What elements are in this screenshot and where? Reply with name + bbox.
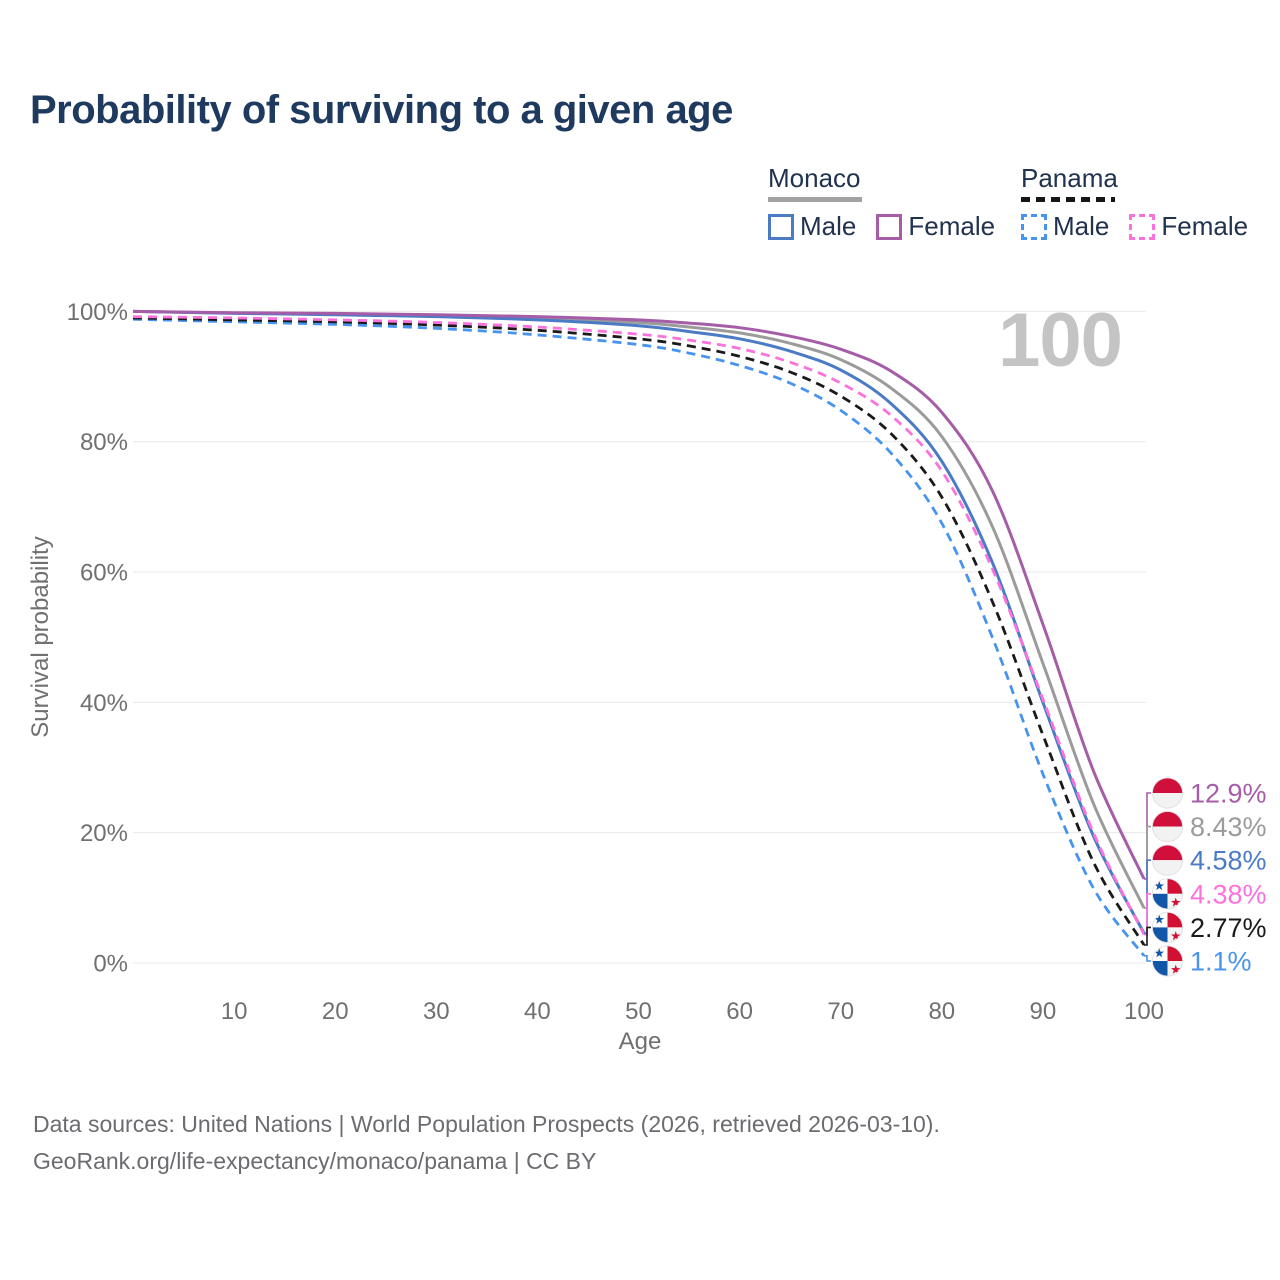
panama-flag-icon (1151, 877, 1184, 910)
end-label-monaco-total[interactable]: 8.43% (1151, 810, 1267, 843)
curve-monaco-male[interactable] (132, 309, 1146, 934)
x-tick-label: 40 (524, 998, 551, 1025)
monaco-flag-icon (1151, 777, 1184, 810)
x-tick-label: 10 (221, 998, 248, 1025)
end-label-panama-male[interactable]: 1.1% (1151, 945, 1252, 978)
monaco-female-checkbox-icon[interactable] (876, 213, 903, 240)
x-tick-label: 100 (1124, 998, 1164, 1025)
end-label-connectors (1144, 792, 1151, 962)
x-tick-label: 70 (827, 998, 854, 1025)
curve-panama-male[interactable] (132, 317, 1146, 957)
x-tick-label: 60 (726, 998, 753, 1025)
y-tick-label: 40% (80, 690, 128, 717)
end-label-monaco-male[interactable]: 4.58% (1151, 844, 1267, 877)
curve-monaco-female[interactable] (132, 309, 1146, 880)
legend-label-monaco-female: Female (908, 211, 996, 241)
y-tick-label: 0% (93, 951, 128, 978)
end-label-monaco-female[interactable]: 12.9% (1151, 777, 1267, 810)
page-title: Probability of surviving to a given age (30, 88, 733, 132)
legend-heading-panama: Panama (1021, 163, 1118, 193)
label-connector (1144, 955, 1151, 962)
legend-item-monaco-male[interactable]: Male (768, 211, 856, 242)
end-label-value: 4.58% (1190, 846, 1267, 876)
panama-flag-icon (1151, 945, 1184, 978)
y-tick-label: 60% (80, 560, 128, 587)
x-axis-tick-labels: 10 20 30 40 50 60 70 80 90 100 (221, 998, 1164, 1025)
legend-group-monaco: Monaco Male Female (768, 163, 1015, 242)
end-label-value: 1.1% (1190, 947, 1252, 977)
footer: Data sources: United Nations | World Pop… (33, 1106, 940, 1181)
x-axis-title: Age (619, 1028, 662, 1055)
end-label-value: 4.38% (1190, 879, 1267, 909)
y-axis-tick-labels: 0% 20% 40% 60% 80% 100% (67, 299, 128, 978)
x-tick-label: 50 (625, 998, 652, 1025)
curve-monaco-total[interactable] (132, 309, 1146, 909)
x-tick-label: 30 (423, 998, 450, 1025)
panama-dashed-line-swatch (1021, 197, 1115, 202)
y-tick-label: 100% (67, 299, 128, 326)
footer-license-line: GeoRank.org/life-expectancy/monaco/panam… (33, 1148, 597, 1175)
panama-flag-icon (1151, 911, 1184, 944)
x-tick-label: 20 (322, 998, 349, 1025)
x-tick-label: 90 (1030, 998, 1057, 1025)
y-axis-title: Survival probability (27, 536, 54, 737)
legend-group-panama: Panama Male Female (1021, 163, 1268, 242)
footer-sources-line: Data sources: United Nations | World Pop… (33, 1111, 940, 1137)
panama-male-checkbox-icon[interactable] (1021, 213, 1047, 240)
panama-female-checkbox-icon[interactable] (1129, 213, 1156, 240)
legend-label-panama-female: Female (1161, 211, 1249, 241)
curve-panama-female[interactable] (132, 315, 1146, 936)
end-labels: 12.9%8.43% 4.58%4.38% 2.77% 1.1% (1151, 777, 1267, 978)
legend-label-panama-male: Male (1053, 211, 1110, 241)
data-series-curves (132, 309, 1146, 957)
monaco-flag-icon (1151, 844, 1184, 877)
end-label-panama-total[interactable]: 2.77% (1151, 911, 1267, 944)
legend-heading-monaco: Monaco (768, 163, 861, 193)
legend-row-monaco: Male Female (768, 211, 1015, 242)
y-tick-label: 20% (80, 820, 128, 847)
legend-item-panama-male[interactable]: Male (1021, 211, 1109, 242)
legend-item-panama-female[interactable]: Female (1129, 211, 1248, 242)
legend-item-monaco-female[interactable]: Female (876, 211, 995, 242)
end-label-value: 12.9% (1190, 779, 1267, 809)
legend-row-panama: Male Female (1021, 211, 1268, 242)
legend-label-monaco-male: Male (800, 211, 857, 241)
curve-panama-total[interactable] (132, 316, 1146, 946)
monaco-solid-line-swatch (768, 197, 862, 202)
monaco-flag-icon (1151, 810, 1184, 843)
x-tick-label: 80 (928, 998, 955, 1025)
y-tick-label: 80% (80, 429, 128, 456)
gridlines (133, 310, 1146, 964)
age-100-watermark: 100 (998, 298, 1122, 383)
end-label-value: 2.77% (1190, 913, 1267, 943)
monaco-male-checkbox-icon[interactable] (768, 213, 794, 240)
end-label-panama-female[interactable]: 4.38% (1151, 877, 1267, 910)
label-connector (1144, 926, 1151, 946)
end-label-value: 8.43% (1190, 812, 1267, 842)
label-connector (1144, 893, 1151, 936)
